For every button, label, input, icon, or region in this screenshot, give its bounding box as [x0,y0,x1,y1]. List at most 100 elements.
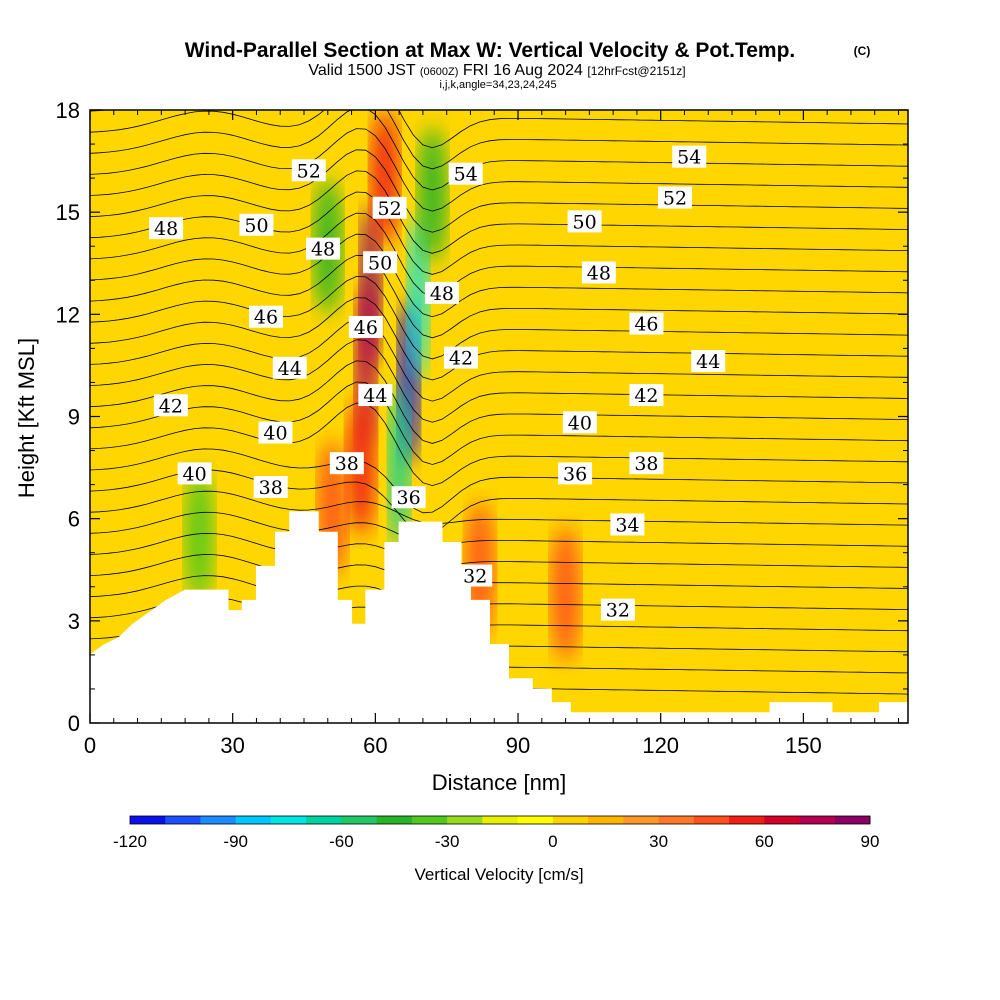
contour-label: 52 [291,159,326,182]
isentrope-line [90,318,908,402]
colorbar-tick-label: 0 [548,832,557,851]
contour-label: 44 [691,350,726,373]
contour-label-text: 48 [587,262,611,284]
contour-label: 36 [391,486,426,509]
w-anomaly [418,127,447,264]
contour-label-box [610,513,645,536]
contour-label: 40 [177,462,212,485]
w-anomaly [388,385,410,550]
contour-label-box [391,486,426,509]
contour-label-box [629,452,664,475]
contour-label-box [458,564,493,587]
x-tick-label: 60 [363,733,387,758]
contour-label-box [629,384,664,407]
y-tick-label: 12 [56,302,80,327]
x-axis-title: Distance [nm] [432,770,567,795]
contour-label-box [239,213,274,236]
colorbar-segment [588,816,624,824]
y-tick-label: 3 [68,609,80,634]
contour-label-text: 46 [254,307,278,329]
contour-label-box [248,305,283,328]
contour-label-box [600,598,635,621]
isentrope-line [90,360,908,444]
contour-label-box [291,159,326,182]
isentrope-line [90,448,908,514]
contour-label-box [253,476,288,499]
valid-zulu: (0600Z) [420,66,459,78]
contour-label: 46 [629,312,664,336]
isentrope-line [90,469,908,535]
contour-label: 48 [581,261,616,284]
contour-label-text: 52 [297,160,321,182]
colorbar-segment [623,816,660,824]
contour-label-text: 52 [378,198,402,220]
contour-label-text: 42 [634,385,658,407]
contour-label: 48 [306,237,341,261]
colorbar-segment [729,816,765,824]
colorbar-tick-label: -60 [329,832,354,851]
contour-label-box [329,452,364,475]
colorbar-segment [411,816,448,824]
contour-label: 32 [458,564,493,588]
contour-label: 32 [600,598,635,622]
isentrope-line [90,381,908,465]
isentrope-line [90,191,908,275]
contour-label-text: 46 [354,317,378,339]
contour-label: 40 [258,421,293,445]
contour-label-text: 48 [311,239,335,261]
valid-date: FRI 16 Aug 2024 [463,62,583,79]
colorbar-segment [799,816,836,824]
contour-label-box [424,281,459,304]
contour-label: 48 [424,281,459,305]
colorbar-segment [552,816,589,824]
colorbar-segment [658,816,695,824]
contour-label-box [177,462,212,485]
isentropes [90,110,908,695]
w-anomaly [551,525,580,662]
colorbar-segment [130,816,166,824]
contour-label: 48 [149,217,184,240]
isentrope-line [90,110,908,170]
contour-label: 54 [672,145,707,169]
contour-label-box [558,462,593,485]
contour-label-box [306,237,341,260]
contour-label-text: 38 [634,453,658,475]
contour-label: 38 [253,476,288,499]
contour-label-box [581,261,616,284]
isentrope-line [90,170,908,254]
contour-label-box [358,384,393,407]
contour-label: 50 [239,213,274,237]
contour-label: 42 [629,384,664,407]
contour-label: 40 [562,411,597,434]
contour-label-box [629,312,664,335]
colorbar-tick-label: -90 [223,832,248,851]
contour-label: 50 [363,251,398,274]
contour-label: 46 [348,315,383,339]
colorbar-segment [517,816,554,824]
isentrope-line [90,110,908,149]
contour-label-text: 50 [573,211,597,233]
contour-label-box [691,350,726,373]
w-anomaly [407,215,429,380]
contour-labels: 54 52 50 48 46 44 42 40 38 36 34 32 32 36 38 44 46 50 52 48… [149,145,726,622]
colorbar-title: Vertical Velocity [cm/s] [414,865,583,884]
grid-params: i,j,k,angle=34,23,24,245 [439,79,556,91]
contour-label: 38 [629,452,664,475]
colorbar-segment [306,816,342,824]
contour-label-text: 36 [397,487,421,509]
colorbar-segment [482,816,519,824]
contour-label-text: 32 [606,600,630,622]
contour-label-text: 48 [430,283,454,305]
x-tick-label: 90 [506,733,530,758]
y-tick-label: 18 [56,98,80,123]
contour-label-text: 34 [615,514,639,536]
colorbar-frame [129,815,871,825]
y-tick-label: 15 [56,200,80,225]
contour-label-text: 40 [183,463,207,485]
contour-label: 42 [443,346,478,370]
colorbar-tick-label: -120 [113,832,147,851]
y-tick-label: 0 [68,711,80,736]
contour-label-text: 54 [677,147,701,169]
contour-label-text: 38 [335,453,359,475]
